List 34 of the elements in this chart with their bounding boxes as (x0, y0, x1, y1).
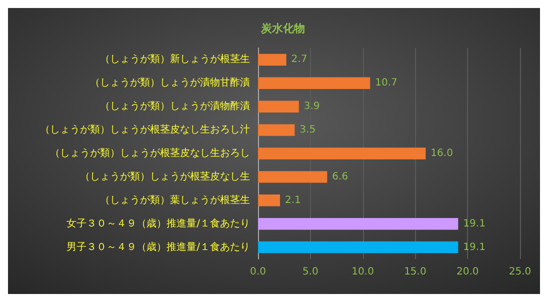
data-label: 6.6 (332, 171, 348, 182)
bar (258, 194, 280, 206)
x-tick-label: 5.0 (302, 266, 318, 278)
data-label: 10.7 (375, 78, 398, 89)
y-tick-label: （しょうが類）しょうが漬物酢漬 (100, 100, 250, 112)
bar (258, 171, 328, 183)
y-tick-label: （しょうが類）しょうが漬物甘酢漬 (90, 76, 250, 89)
y-tick-label: （しょうが類）新しょうが根茎生 (100, 53, 250, 66)
y-tick-label: （しょうが類）しょうが根茎皮なし生おろし (50, 147, 250, 159)
bar (258, 100, 299, 112)
data-label: 16.0 (430, 148, 453, 159)
y-tick-label: （しょうが類）葉しょうが根茎生 (100, 194, 250, 206)
y-tick-label: （しょうが類）しょうが根茎皮なし生 (80, 170, 250, 182)
x-tick-label: 10.0 (352, 266, 374, 278)
y-tick-label: 男子３０～４９（歳）推進量/１食あたり (66, 240, 250, 253)
data-label: 2.1 (285, 194, 301, 206)
bar (258, 218, 458, 230)
x-tick-label: 0.0 (250, 266, 266, 278)
bar (258, 241, 458, 254)
chart-title: 炭水化物 (260, 22, 305, 35)
x-tick-label: 15.0 (404, 266, 426, 278)
bar (258, 54, 286, 66)
x-tick-label: 20.0 (456, 266, 479, 278)
bar (258, 77, 370, 90)
y-tick-label: 女子３０～４９（歳）推進量/１食あたり (66, 217, 250, 230)
bar (258, 124, 295, 136)
data-label: 3.9 (304, 101, 320, 112)
bar (258, 148, 426, 160)
data-label: 3.5 (300, 124, 316, 136)
data-label: 19.1 (463, 242, 486, 253)
data-label: 2.7 (291, 54, 308, 66)
x-tick-label: 25.0 (508, 266, 532, 278)
data-label: 19.1 (463, 218, 486, 230)
y-tick-label: （しょうが類）しょうが根茎皮なし生おろし汁 (40, 124, 250, 136)
